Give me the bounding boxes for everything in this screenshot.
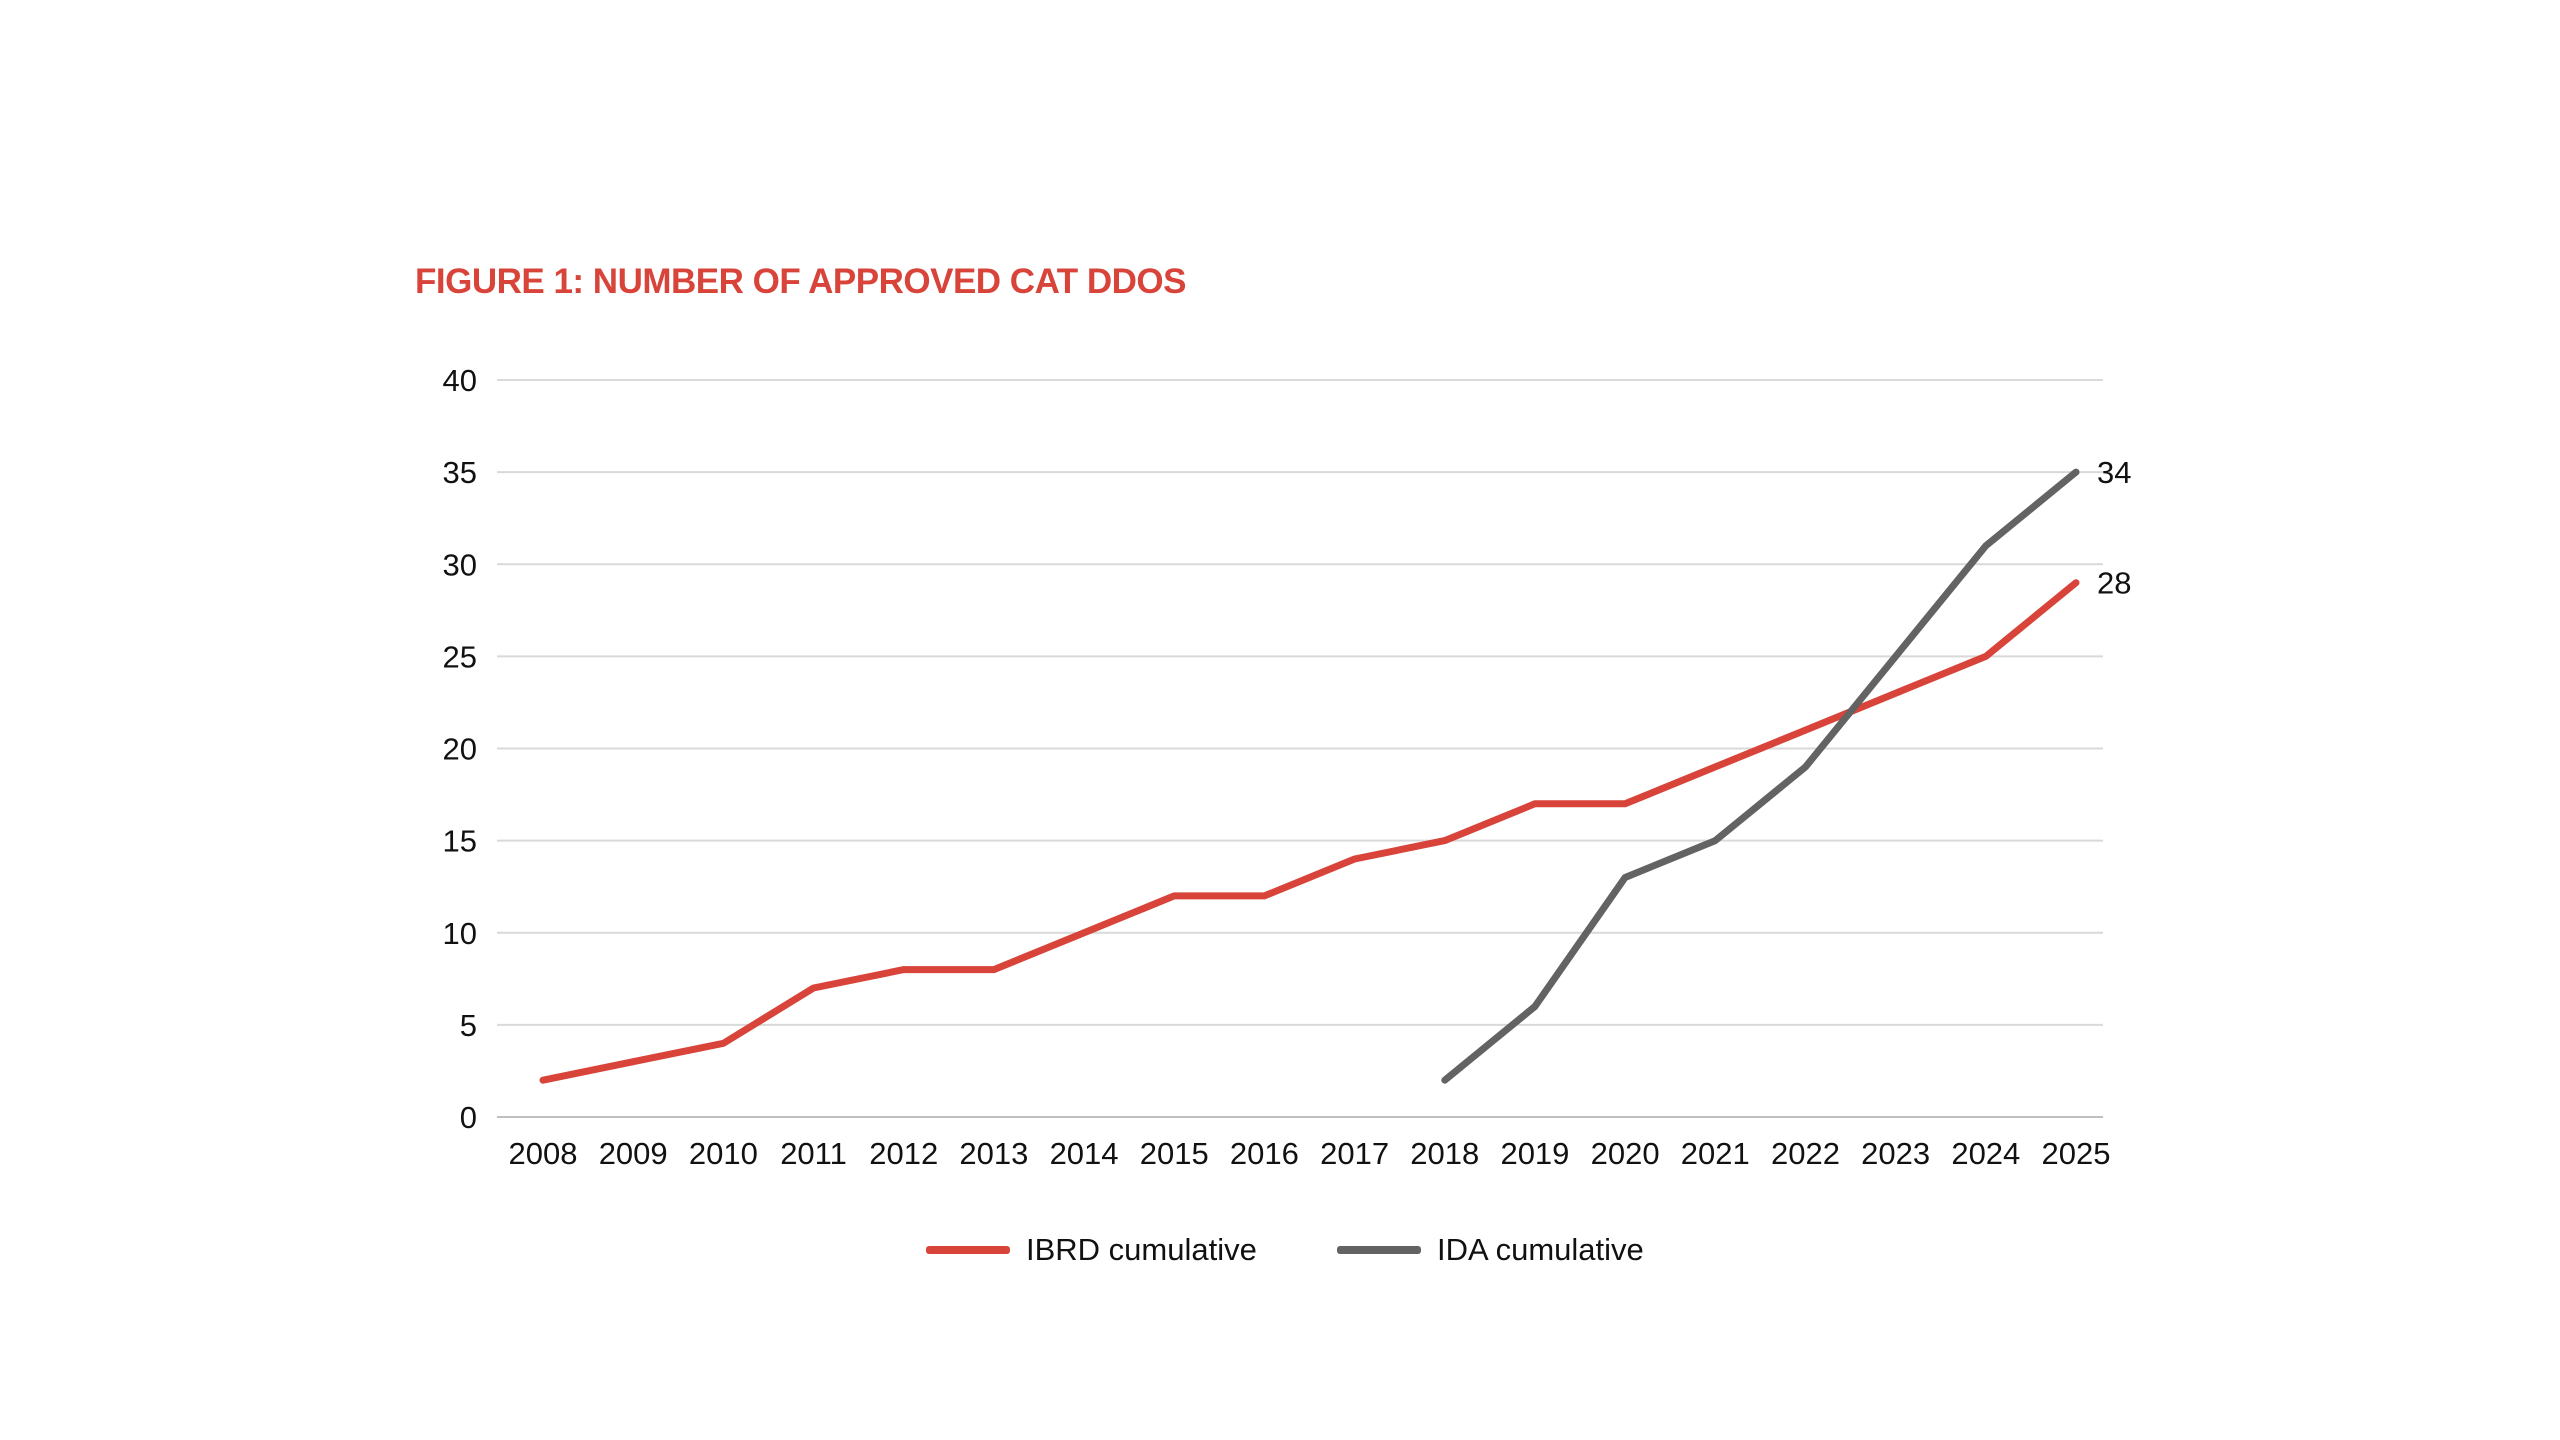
chart-title: FIGURE 1: NUMBER OF APPROVED CAT DDOS — [415, 262, 1186, 301]
x-tick-label: 2012 — [869, 1136, 938, 1171]
x-tick-label: 2013 — [959, 1136, 1028, 1171]
y-tick-label: 20 — [443, 732, 477, 767]
legend-label-ibrd: IBRD cumulative — [1026, 1232, 1257, 1267]
y-tick-label: 15 — [443, 824, 477, 859]
x-tick-label: 2014 — [1050, 1136, 1119, 1171]
y-tick-label: 10 — [443, 916, 477, 951]
x-tick-label: 2015 — [1140, 1136, 1209, 1171]
legend-item-ida[interactable]: IDA cumulative — [1337, 1230, 1644, 1270]
x-tick-label: 2019 — [1500, 1136, 1569, 1171]
y-tick-label: 0 — [460, 1100, 477, 1135]
legend-item-ibrd[interactable]: IBRD cumulative — [926, 1230, 1257, 1270]
legend-label-ida: IDA cumulative — [1437, 1232, 1644, 1267]
x-tick-label: 2022 — [1771, 1136, 1840, 1171]
y-tick-label: 25 — [443, 639, 477, 674]
x-tick-label: 2009 — [599, 1136, 668, 1171]
x-tick-label: 2017 — [1320, 1136, 1389, 1171]
x-tick-label: 2024 — [1951, 1136, 2020, 1171]
legend: IBRD cumulative IDA cumulative — [0, 1230, 2560, 1270]
x-tick-label: 2011 — [780, 1136, 847, 1171]
end-labels: 28 34 — [2097, 455, 2131, 601]
y-axis-ticks: 0 5 10 15 20 25 30 35 40 — [443, 363, 477, 1135]
x-tick-label: 2010 — [689, 1136, 758, 1171]
x-tick-label: 2018 — [1410, 1136, 1479, 1171]
end-label-ibrd: 28 — [2097, 566, 2131, 601]
y-tick-label: 30 — [443, 547, 477, 582]
y-tick-label: 40 — [443, 363, 477, 398]
series-lines — [539, 468, 2080, 1084]
x-tick-label: 2021 — [1681, 1136, 1750, 1171]
series-line-ibrd — [539, 579, 2080, 1084]
x-tick-label: 2023 — [1861, 1136, 1930, 1171]
end-label-ida: 34 — [2097, 455, 2131, 490]
series-line-ida — [1441, 468, 2080, 1084]
legend-swatch-ida — [1337, 1246, 1421, 1254]
x-tick-label: 2008 — [509, 1136, 578, 1171]
y-tick-label: 35 — [443, 455, 477, 490]
x-tick-label: 2020 — [1591, 1136, 1660, 1171]
y-tick-label: 5 — [460, 1008, 477, 1043]
x-tick-label: 2016 — [1230, 1136, 1299, 1171]
x-tick-label: 2025 — [2042, 1136, 2111, 1171]
legend-swatch-ibrd — [926, 1246, 1010, 1254]
gridlines — [497, 379, 2103, 1118]
x-axis-ticks: 2008 2009 2010 2011 2012 2013 2014 2015 2016 2017… — [509, 1136, 2111, 1171]
